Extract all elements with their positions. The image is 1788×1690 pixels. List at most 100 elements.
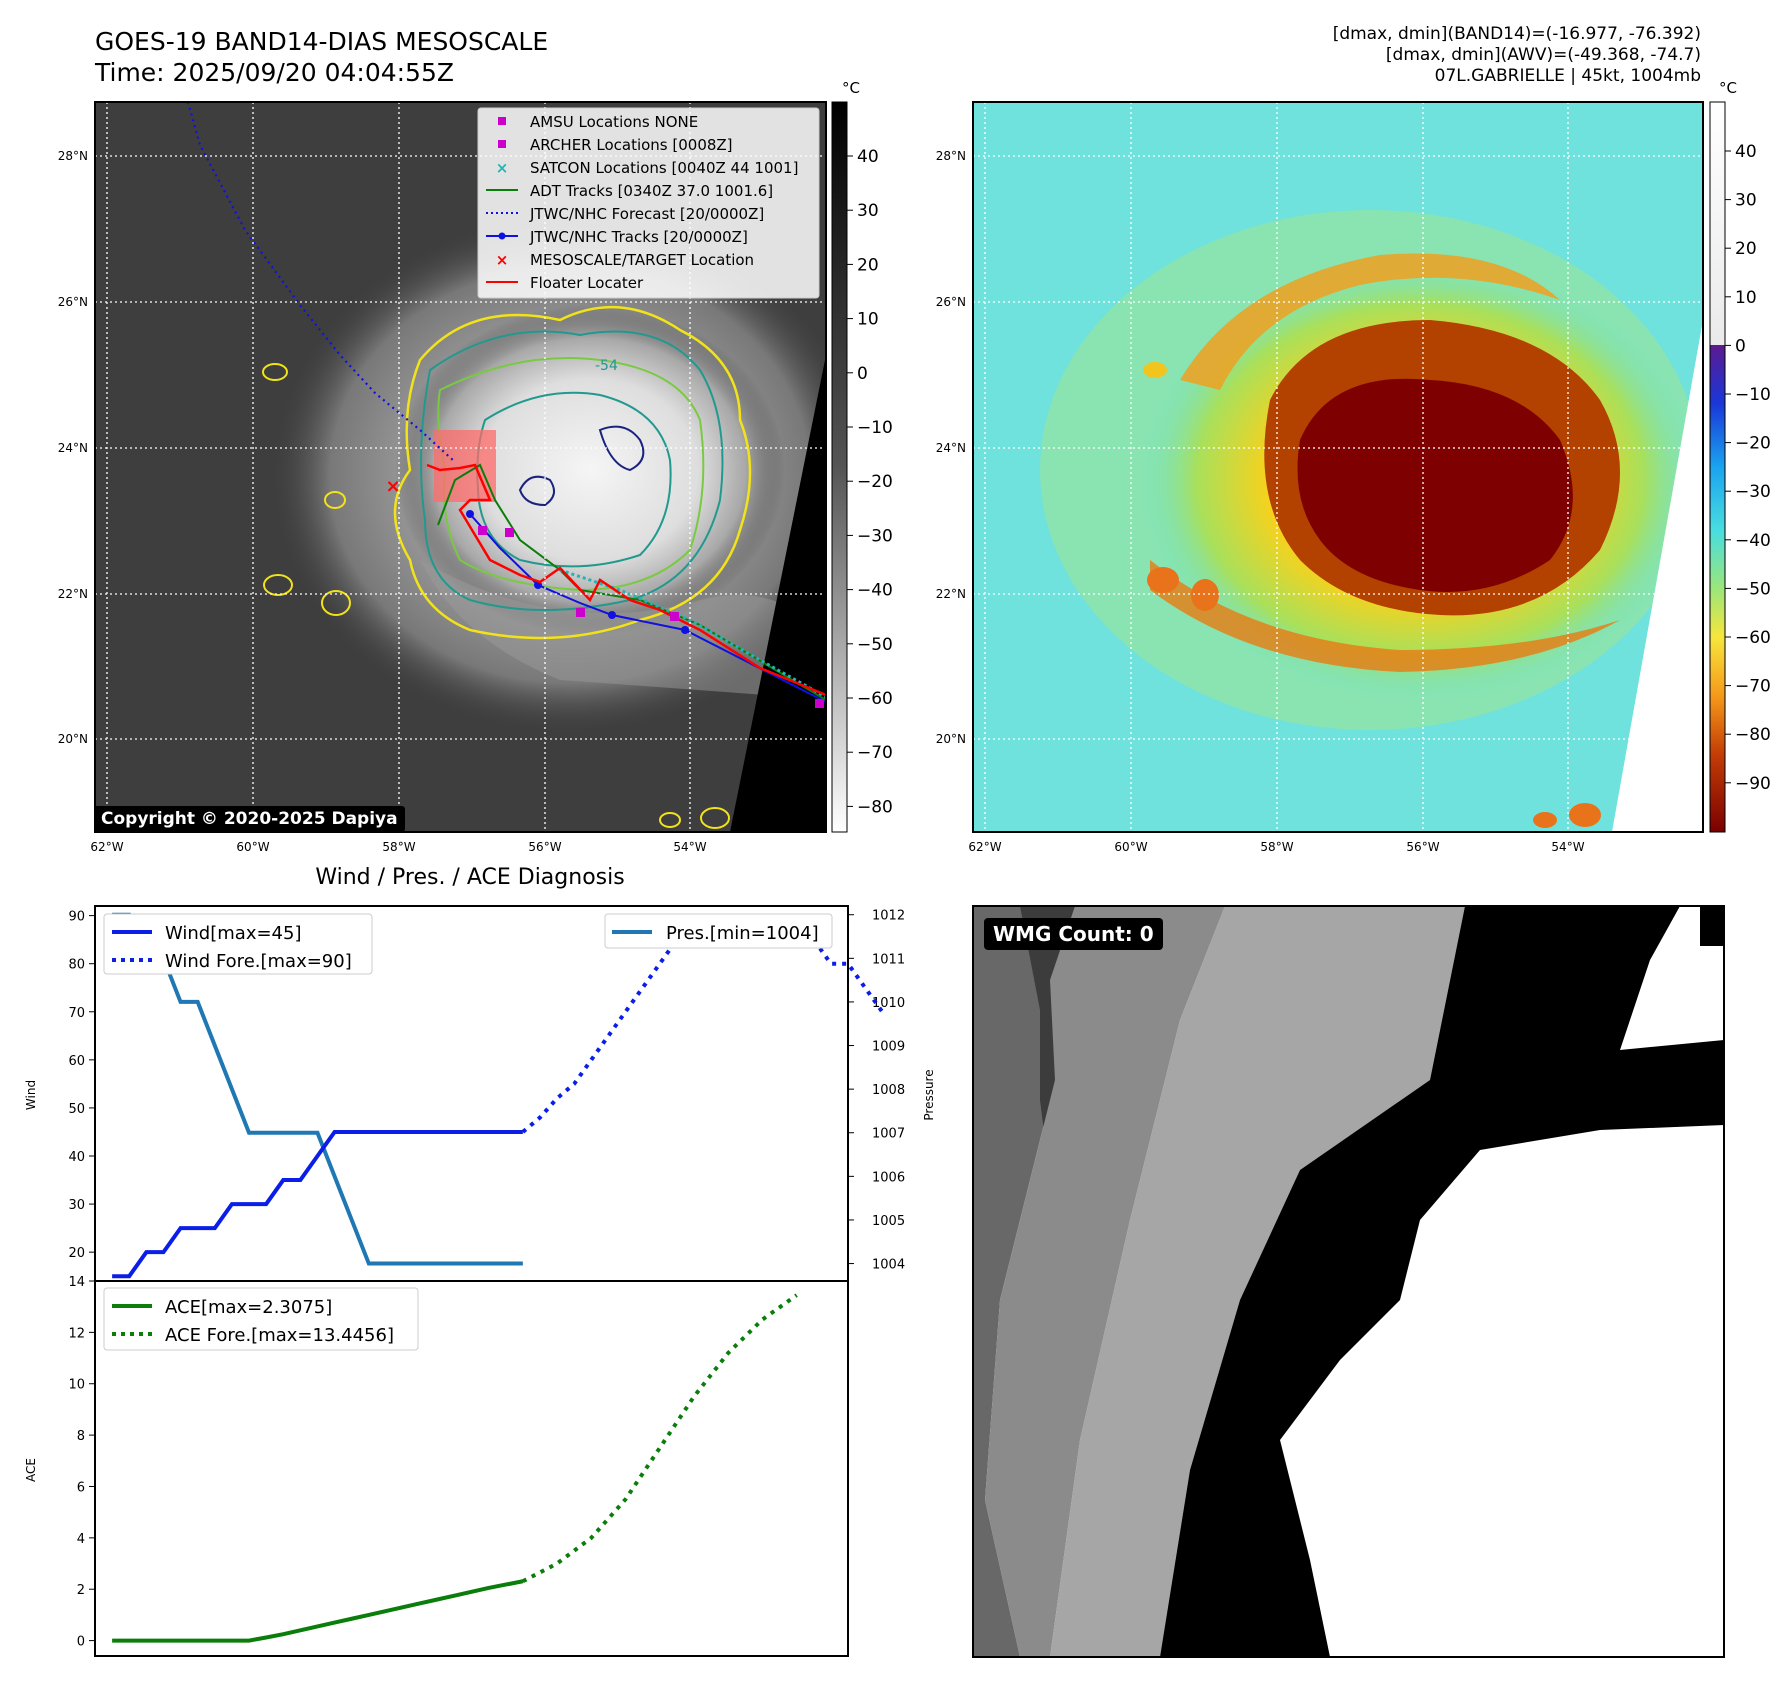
- lat-label: 28°N: [936, 149, 966, 163]
- colorbar-tick-label: −30: [1735, 482, 1771, 502]
- ace-tick-label: 8: [77, 1429, 85, 1444]
- pressure-tick-label: 1004: [872, 1258, 905, 1273]
- colorbar-tick-label: −50: [1735, 579, 1771, 599]
- wind-tick-label: 90: [68, 910, 85, 925]
- colorbar-tick-label: −30: [857, 526, 893, 546]
- lat-label: 26°N: [58, 295, 88, 309]
- colorbar-tick-label: −60: [1735, 628, 1771, 648]
- pressure-legend: Pres.[min=1004]: [604, 913, 833, 949]
- ace-tick-label: 0: [77, 1635, 85, 1650]
- colorbar-tick-label: −40: [857, 581, 893, 601]
- ace-tick-label: 6: [77, 1480, 85, 1495]
- legend-ace-label: ACE[max=2.3075]: [165, 1297, 332, 1318]
- lon-label: 62°W: [90, 840, 123, 854]
- cloud-blob: [262, 363, 288, 381]
- map-legend: AMSU Locations NONE ARCHER Locations [00…: [477, 107, 820, 299]
- colorbar-tick-label: −70: [857, 743, 893, 763]
- pressure-tick-label: 1010: [872, 996, 905, 1011]
- pressure-tick-label: 1012: [872, 909, 905, 924]
- wind-legend: Wind[max=45] Wind Fore.[max=90]: [103, 913, 373, 975]
- info-line1: [dmax, dmin](BAND14)=(-16.977, -76.392): [1333, 24, 1701, 44]
- colorbar-tick-label: 20: [857, 255, 879, 275]
- awv-blob: [1191, 579, 1219, 611]
- lon-label: 60°W: [1114, 840, 1147, 854]
- colorbar-unit: °C: [1719, 79, 1737, 97]
- wmg-panel: [972, 905, 1725, 1658]
- cloud-blob: [324, 491, 346, 509]
- lat-label: 24°N: [58, 441, 88, 455]
- awv-deep-core: [1297, 378, 1573, 592]
- awv-spiral-band: [1180, 253, 1560, 390]
- colorbar-tick-label: 0: [1735, 336, 1746, 356]
- awv-blob: [1147, 567, 1179, 593]
- legend-label: ARCHER Locations [0008Z]: [530, 136, 733, 154]
- legend-wind-label: Wind[max=45]: [165, 923, 302, 944]
- awv-colorbar: °C 40 30 20 10 0 −10 −20 −30 −40 −50 −60 −70 −80 −90: [1709, 79, 1771, 833]
- awv-map: 62°W 60°W 58°W 56°W 54°W 28°N 26°N 24°N …: [936, 79, 1771, 854]
- ace-tick-label: 10: [68, 1378, 85, 1393]
- wind-tick-label: 60: [68, 1054, 85, 1069]
- pressure-tick-label: 1006: [872, 1170, 905, 1185]
- archer-marker: [505, 528, 514, 537]
- colorbar-top-segment: [1710, 102, 1725, 345]
- legend-label: JTWC/NHC Forecast [20/0000Z]: [529, 205, 764, 223]
- wmg-light-gray-region: [1050, 906, 1465, 1657]
- legend-icon-teal-x: ×: [496, 159, 509, 177]
- cloud-blob: [659, 812, 681, 828]
- colorbar-tick-label: 20: [1735, 239, 1757, 259]
- colorbar-tick-label: 10: [857, 310, 879, 330]
- awv-spiral-band: [1150, 560, 1620, 672]
- wmg-count-badge: WMG Count: 0: [984, 918, 1163, 950]
- colorbar-tick-label: −60: [857, 689, 893, 709]
- colorbar-tick-label: −40: [1735, 531, 1771, 551]
- lon-label: 58°W: [1260, 840, 1293, 854]
- wind-tick-label: 50: [68, 1102, 85, 1117]
- contour-teal-outer: [420, 330, 724, 611]
- awv-frame: [972, 101, 1704, 833]
- ace-tick-label: 2: [77, 1583, 85, 1598]
- pressure-axis-label: Pressure: [922, 1069, 936, 1120]
- colorbar-tick-label: 30: [857, 201, 879, 221]
- colorbar-tick-label: 0: [857, 364, 868, 384]
- colorbar-tick-label: −80: [857, 797, 893, 817]
- lon-label: 62°W: [968, 840, 1001, 854]
- colorbar-bottom-segment: [1710, 345, 1725, 832]
- copyright-badge: Copyright © 2020-2025 Dapiya: [94, 806, 405, 832]
- legend-box: [477, 107, 820, 299]
- ir-frame: [94, 101, 827, 833]
- ace-line: [112, 1579, 524, 1643]
- wind-legend-box: [103, 913, 373, 975]
- colorbar-unit: °C: [842, 79, 860, 97]
- ir-cold-band: [420, 560, 826, 700]
- lat-label: 24°N: [936, 441, 966, 455]
- jtwc-forecast-track: [186, 102, 456, 463]
- lon-label: 58°W: [382, 840, 415, 854]
- colorbar-tick-label: −10: [857, 418, 893, 438]
- info-line3: 07L.GABRIELLE | 45kt, 1004mb: [1435, 66, 1701, 86]
- pressure-tick-label: 1005: [872, 1214, 905, 1229]
- ace-tick-label: 12: [68, 1326, 85, 1341]
- legend-ace-forecast-label: ACE Fore.[max=13.4456]: [165, 1325, 394, 1346]
- ace-legend-box: [103, 1287, 419, 1351]
- lon-label: 54°W: [1551, 840, 1584, 854]
- wind-tick-label: 40: [68, 1150, 85, 1165]
- pressure-legend-box: [604, 913, 833, 949]
- wind-tick-label: 20: [68, 1246, 85, 1261]
- archer-marker: [670, 612, 679, 621]
- ace-tick-label: 14: [68, 1275, 85, 1290]
- colorbar-tick-label: −20: [1735, 434, 1771, 454]
- lat-label: 20°N: [936, 732, 966, 746]
- lat-label: 26°N: [936, 295, 966, 309]
- wmg-black-region: [1160, 906, 1724, 1657]
- awv-blob: [1533, 812, 1557, 828]
- pressure-tick-label: 1008: [872, 1083, 905, 1098]
- cloud-blob: [700, 807, 730, 829]
- colorbar-tick-label: 40: [1735, 142, 1757, 162]
- colorbar-tick-label: −10: [1735, 385, 1771, 405]
- jtwc-track-point: [466, 510, 474, 518]
- target-marker: ×: [385, 476, 400, 497]
- wind-tick-label: 80: [68, 958, 85, 973]
- wind-tick-label: 30: [68, 1198, 85, 1213]
- colorbar-frame: [1709, 101, 1726, 833]
- contour-navy: [518, 425, 645, 507]
